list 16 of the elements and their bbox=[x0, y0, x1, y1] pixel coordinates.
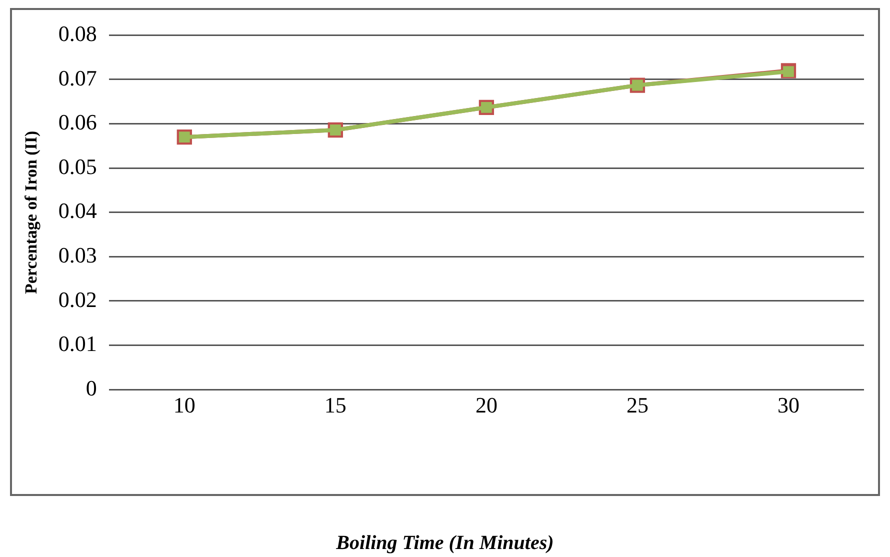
x-tick-label: 25 bbox=[626, 392, 648, 418]
y-tick-label: 0.06 bbox=[58, 110, 97, 135]
x-tick-label: 15 bbox=[324, 392, 346, 418]
y-tick-label: 0.08 bbox=[58, 20, 97, 46]
y-tick-label: 0.05 bbox=[58, 154, 97, 179]
x-tick-label: 10 bbox=[173, 392, 196, 418]
y-tick-label: 0.02 bbox=[58, 286, 97, 312]
y-tick-label: 0.01 bbox=[58, 331, 97, 356]
text: Boiling Time (In Minutes) bbox=[335, 532, 555, 555]
y-tick-label: 0.07 bbox=[58, 65, 97, 90]
y-axis-title: Percentage of Iron (II) bbox=[22, 130, 41, 294]
y-tick-label: 0 bbox=[86, 375, 97, 400]
x-tick-label: 30 bbox=[777, 392, 800, 418]
x-tick-label: 20 bbox=[475, 392, 498, 418]
y-tick-label: 0.04 bbox=[58, 198, 97, 224]
y-tick-label: 0.03 bbox=[58, 242, 97, 268]
